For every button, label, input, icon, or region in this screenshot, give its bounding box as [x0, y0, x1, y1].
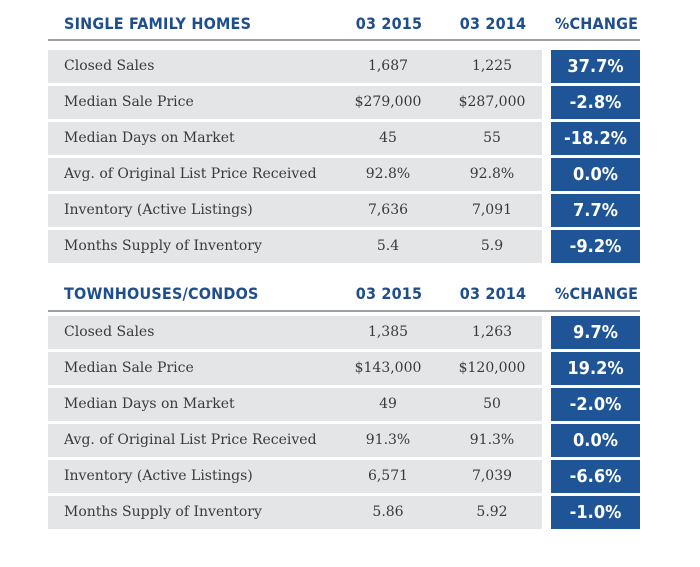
- table-row: Months Supply of Inventory 5.86 5.92 -1.…: [48, 496, 640, 529]
- value-2015: $279,000: [354, 94, 422, 110]
- value-2014: 5.92: [476, 504, 508, 520]
- column-header-2015: 03 2015: [355, 14, 423, 33]
- value-2014: 50: [483, 396, 501, 412]
- change-badge: 9.7%: [551, 316, 640, 349]
- row-label: Months Supply of Inventory: [64, 504, 262, 520]
- value-2014: 1,263: [471, 324, 513, 340]
- column-header-2015: 03 2015: [355, 284, 423, 303]
- column-header-change: %CHANGE: [554, 14, 639, 33]
- table-row: Closed Sales 1,385 1,263 9.7%: [48, 316, 640, 349]
- column-header-2014: 03 2014: [459, 284, 527, 303]
- value-2014: 7,039: [471, 468, 513, 484]
- table-row: Median Days on Market 45 55 -18.2%: [48, 122, 640, 155]
- table-row: Inventory (Active Listings) 6,571 7,039 …: [48, 460, 640, 493]
- table-row: Closed Sales 1,687 1,225 37.7%: [48, 50, 640, 83]
- row-label: Avg. of Original List Price Received: [64, 432, 317, 448]
- table-row: Median Sale Price $143,000 $120,000 19.2…: [48, 352, 640, 385]
- value-2015: 91.3%: [365, 432, 411, 448]
- table-header: SINGLE FAMILY HOMES 03 2015 03 2014 %CHA…: [48, 14, 640, 44]
- table-header: TOWNHOUSES/CONDOS 03 2015 03 2014 %CHANG…: [48, 284, 640, 314]
- value-2014: 1,225: [471, 58, 513, 74]
- value-2015: 1,687: [367, 58, 409, 74]
- column-header-change: %CHANGE: [554, 284, 639, 303]
- row-label: Avg. of Original List Price Received: [64, 166, 317, 182]
- table-row: Median Sale Price $279,000 $287,000 -2.8…: [48, 86, 640, 119]
- table-row: Avg. of Original List Price Received 91.…: [48, 424, 640, 457]
- value-2015: 7,636: [367, 202, 409, 218]
- row-label: Median Sale Price: [64, 94, 194, 110]
- row-label: Months Supply of Inventory: [64, 238, 262, 254]
- value-2015: 92.8%: [365, 166, 411, 182]
- change-badge: 7.7%: [551, 194, 640, 227]
- change-badge: -2.0%: [551, 388, 640, 421]
- change-badge: -9.2%: [551, 230, 640, 263]
- value-2015: 5.4: [376, 238, 400, 254]
- table-row: Months Supply of Inventory 5.4 5.9 -9.2%: [48, 230, 640, 263]
- change-badge: -6.6%: [551, 460, 640, 493]
- change-badge: -18.2%: [551, 122, 640, 155]
- value-2015: 45: [379, 130, 397, 146]
- value-2014: 7,091: [471, 202, 513, 218]
- value-2014: 92.8%: [469, 166, 515, 182]
- change-badge: -1.0%: [551, 496, 640, 529]
- value-2015: 1,385: [367, 324, 409, 340]
- change-badge: 0.0%: [551, 424, 640, 457]
- header-divider: [48, 310, 640, 312]
- section-title: TOWNHOUSES/CONDOS: [64, 284, 259, 303]
- row-label: Median Sale Price: [64, 360, 194, 376]
- table-row: Avg. of Original List Price Received 92.…: [48, 158, 640, 191]
- value-2015: $143,000: [354, 360, 422, 376]
- value-2015: 49: [379, 396, 397, 412]
- section-title: SINGLE FAMILY HOMES: [64, 14, 252, 33]
- value-2014: $120,000: [458, 360, 526, 376]
- row-label: Inventory (Active Listings): [64, 468, 253, 484]
- row-label: Closed Sales: [64, 324, 155, 340]
- value-2014: $287,000: [458, 94, 526, 110]
- value-2014: 91.3%: [469, 432, 515, 448]
- change-badge: -2.8%: [551, 86, 640, 119]
- table-row: Median Days on Market 49 50 -2.0%: [48, 388, 640, 421]
- header-divider: [48, 39, 640, 41]
- row-label: Median Days on Market: [64, 130, 235, 146]
- row-label: Closed Sales: [64, 58, 155, 74]
- change-badge: 19.2%: [551, 352, 640, 385]
- change-badge: 0.0%: [551, 158, 640, 191]
- row-label: Median Days on Market: [64, 396, 235, 412]
- table-row: Inventory (Active Listings) 7,636 7,091 …: [48, 194, 640, 227]
- value-2015: 5.86: [372, 504, 404, 520]
- value-2014: 55: [483, 130, 501, 146]
- value-2014: 5.9: [480, 238, 504, 254]
- column-header-2014: 03 2014: [459, 14, 527, 33]
- row-label: Inventory (Active Listings): [64, 202, 253, 218]
- value-2015: 6,571: [367, 468, 409, 484]
- change-badge: 37.7%: [551, 50, 640, 83]
